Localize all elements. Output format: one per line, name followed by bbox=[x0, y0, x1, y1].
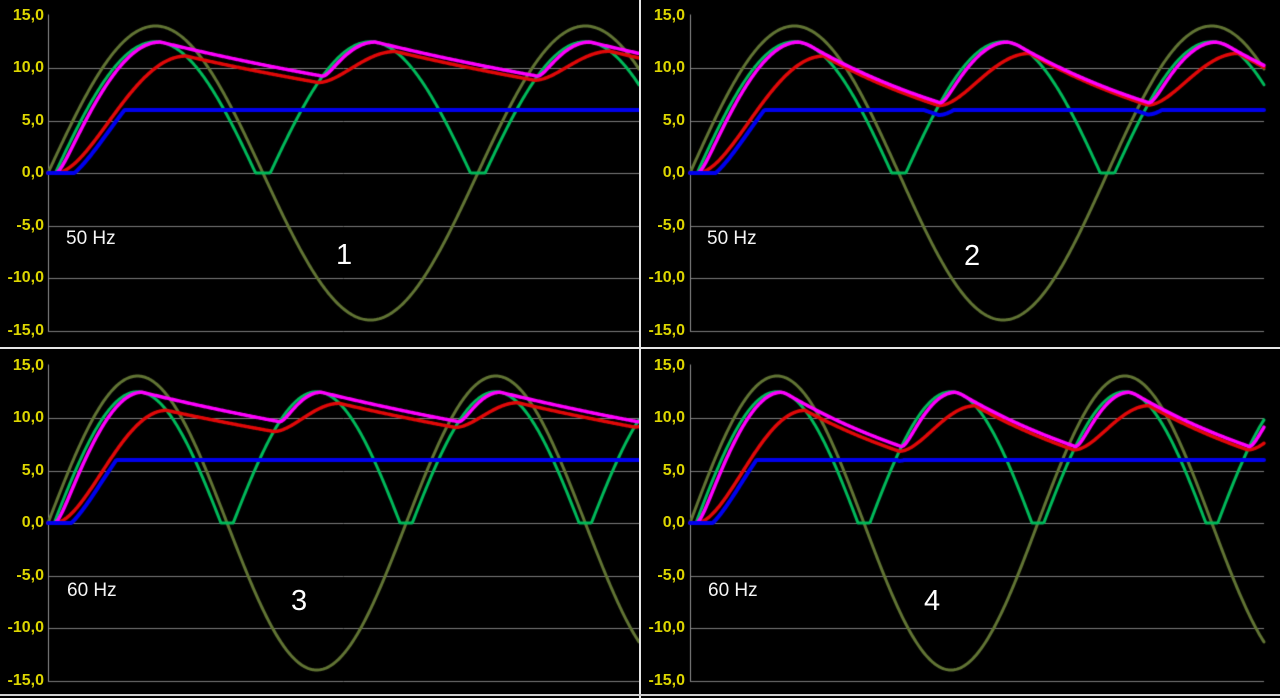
y-axis-tick-label: -10,0 bbox=[648, 619, 685, 636]
waveform-canvas-2 bbox=[641, 0, 1280, 347]
y-axis-tick-labels: 15,0 10,0 5,0 0,0 -5,0 -10,0 -15,0 bbox=[641, 0, 687, 347]
panel-number: 2 bbox=[964, 240, 981, 272]
panel-1: 15,0 10,0 5,0 0,0 -5,0 -10,0 -15,0 50 Hz 1 bbox=[0, 0, 639, 347]
y-axis-tick-label: -5,0 bbox=[16, 566, 44, 584]
frequency-label: 60 Hz bbox=[67, 580, 117, 601]
y-axis-tick-label: -15,0 bbox=[7, 321, 44, 339]
y-axis-tick-label: 0,0 bbox=[21, 164, 44, 181]
panel-divider-vertical bbox=[639, 0, 641, 698]
panel-divider-horizontal bbox=[0, 347, 1280, 349]
waveform-canvas-4 bbox=[641, 349, 1280, 696]
y-axis-tick-label: 15,0 bbox=[12, 356, 44, 374]
y-axis-tick-label: -5,0 bbox=[657, 216, 685, 234]
y-axis-tick-labels: 15,0 10,0 5,0 0,0 -5,0 -10,0 -15,0 bbox=[0, 0, 46, 347]
y-axis-tick-label: 10,0 bbox=[653, 59, 685, 76]
y-axis-tick-label: 10,0 bbox=[12, 59, 44, 76]
y-axis-tick-label: 0,0 bbox=[662, 164, 685, 181]
bottom-border bbox=[0, 694, 1280, 696]
y-axis-tick-label: -15,0 bbox=[7, 671, 44, 689]
y-axis-tick-labels: 15,0 10,0 5,0 0,0 -5,0 -10,0 -15,0 bbox=[0, 349, 46, 696]
y-axis-tick-label: -15,0 bbox=[648, 321, 685, 339]
frequency-label: 50 Hz bbox=[66, 228, 116, 249]
y-axis-tick-label: 10,0 bbox=[12, 409, 44, 426]
y-axis-tick-label: 15,0 bbox=[12, 6, 44, 24]
panel-number: 3 bbox=[291, 585, 308, 617]
y-axis-tick-label: -10,0 bbox=[648, 269, 685, 286]
panel-3: 15,0 10,0 5,0 0,0 -5,0 -10,0 -15,0 60 Hz 3 bbox=[0, 349, 639, 696]
panel-number: 1 bbox=[336, 239, 353, 271]
panel-number: 4 bbox=[924, 585, 941, 617]
y-axis-tick-label: -5,0 bbox=[657, 566, 685, 584]
y-axis-tick-label: 5,0 bbox=[662, 111, 685, 129]
panel-4: 15,0 10,0 5,0 0,0 -5,0 -10,0 -15,0 60 Hz 4 bbox=[641, 349, 1280, 696]
y-axis-tick-label: 0,0 bbox=[21, 514, 44, 531]
y-axis-tick-label: 0,0 bbox=[662, 514, 685, 531]
y-axis-tick-label: 5,0 bbox=[662, 461, 685, 479]
y-axis-tick-label: -10,0 bbox=[7, 269, 44, 286]
waveform-canvas-1 bbox=[0, 0, 639, 347]
y-axis-tick-label: 15,0 bbox=[653, 6, 685, 24]
y-axis-tick-label: 15,0 bbox=[653, 356, 685, 374]
frequency-label: 60 Hz bbox=[708, 580, 758, 601]
y-axis-tick-label: -5,0 bbox=[16, 216, 44, 234]
frequency-label: 50 Hz bbox=[707, 228, 757, 249]
y-axis-tick-label: 5,0 bbox=[21, 461, 44, 479]
y-axis-tick-labels: 15,0 10,0 5,0 0,0 -5,0 -10,0 -15,0 bbox=[641, 349, 687, 696]
y-axis-tick-label: 10,0 bbox=[653, 409, 685, 426]
y-axis-tick-label: -15,0 bbox=[648, 671, 685, 689]
y-axis-tick-label: -10,0 bbox=[7, 619, 44, 636]
waveform-canvas-3 bbox=[0, 349, 639, 696]
y-axis-tick-label: 5,0 bbox=[21, 111, 44, 129]
panel-2: 15,0 10,0 5,0 0,0 -5,0 -10,0 -15,0 50 Hz 2 bbox=[641, 0, 1280, 347]
